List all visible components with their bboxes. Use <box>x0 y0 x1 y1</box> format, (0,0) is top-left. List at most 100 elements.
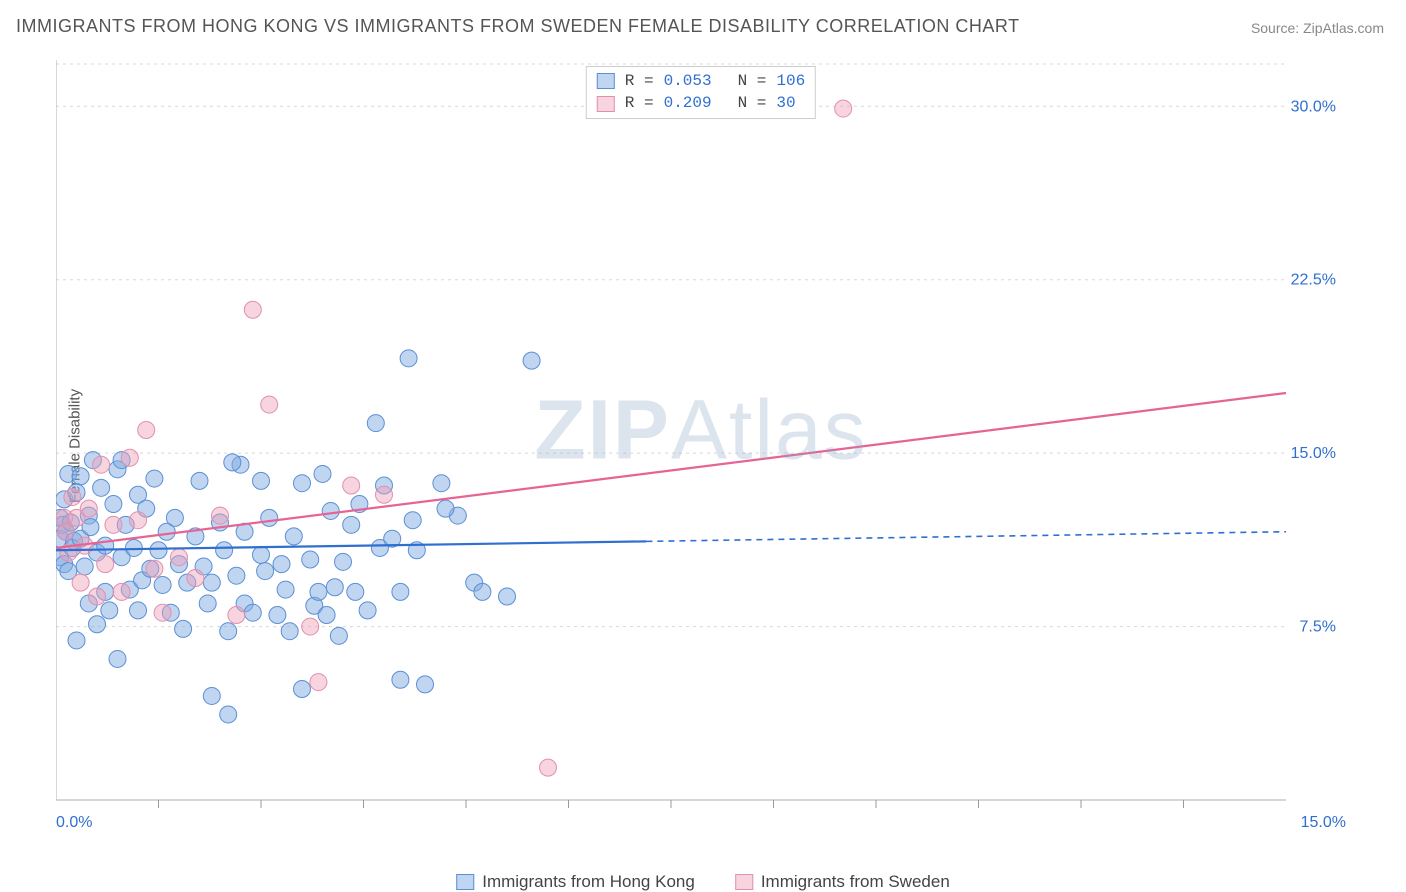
trend-line-solid <box>56 541 646 550</box>
data-point <box>376 486 393 503</box>
data-point <box>150 542 167 559</box>
data-point <box>310 674 327 691</box>
data-point <box>224 454 241 471</box>
data-point <box>392 583 409 600</box>
data-point <box>57 523 74 540</box>
data-point <box>277 581 294 598</box>
data-point <box>93 479 110 496</box>
data-point <box>347 583 364 600</box>
legend-item: Immigrants from Hong Kong <box>456 872 695 892</box>
n-label: N = <box>738 70 767 92</box>
data-point <box>437 500 454 517</box>
data-point <box>93 456 110 473</box>
data-point <box>257 563 274 580</box>
data-point <box>269 607 286 624</box>
svg-text:22.5%: 22.5% <box>1291 272 1336 289</box>
data-point <box>314 465 331 482</box>
data-point <box>203 574 220 591</box>
data-point <box>404 512 421 529</box>
data-point <box>302 551 319 568</box>
source-label: Source: ZipAtlas.com <box>1251 20 1384 36</box>
data-point <box>68 632 85 649</box>
data-point <box>191 472 208 489</box>
data-point <box>228 567 245 584</box>
data-point <box>171 549 188 566</box>
data-point <box>220 623 237 640</box>
data-point <box>166 509 183 526</box>
data-point <box>310 583 327 600</box>
data-point <box>322 502 339 519</box>
data-point <box>72 574 89 591</box>
data-point <box>261 396 278 413</box>
data-point <box>392 671 409 688</box>
chart-area: 7.5%15.0%22.5%30.0% ZIPAtlas R = 0.053 N… <box>56 60 1346 830</box>
legend-label: Immigrants from Hong Kong <box>482 872 695 892</box>
trend-line-dashed <box>646 532 1286 542</box>
data-point <box>97 556 114 573</box>
data-point <box>187 570 204 587</box>
data-point <box>253 472 270 489</box>
r-label: R = <box>625 92 654 114</box>
x-tick-max: 15.0% <box>1301 814 1346 832</box>
data-point <box>318 607 335 624</box>
data-point <box>203 687 220 704</box>
data-point <box>474 583 491 600</box>
data-point <box>105 516 122 533</box>
data-point <box>130 602 147 619</box>
data-point <box>105 496 122 513</box>
data-point <box>326 579 343 596</box>
legend-label: Immigrants from Sweden <box>761 872 950 892</box>
legend-swatch <box>735 874 753 890</box>
data-point <box>523 352 540 369</box>
data-point <box>285 528 302 545</box>
data-point <box>101 602 118 619</box>
data-point <box>76 558 93 575</box>
r-value: 0.209 <box>664 92 712 114</box>
data-point <box>433 475 450 492</box>
data-point <box>113 583 130 600</box>
data-point <box>244 301 261 318</box>
data-point <box>400 350 417 367</box>
data-point <box>253 546 270 563</box>
data-point <box>216 542 233 559</box>
svg-text:15.0%: 15.0% <box>1291 445 1336 462</box>
n-value: 106 <box>776 70 805 92</box>
data-point <box>80 500 97 517</box>
data-point <box>89 588 106 605</box>
data-point <box>109 650 126 667</box>
data-point <box>343 477 360 494</box>
data-point <box>146 560 163 577</box>
legend-stat-row: R = 0.209 N = 30 <box>597 92 805 114</box>
data-point <box>154 576 171 593</box>
data-point <box>212 507 229 524</box>
n-label: N = <box>738 92 767 114</box>
data-point <box>261 509 278 526</box>
svg-text:30.0%: 30.0% <box>1291 98 1336 115</box>
data-point <box>72 468 89 485</box>
data-point <box>220 706 237 723</box>
data-point <box>146 470 163 487</box>
r-label: R = <box>625 70 654 92</box>
data-point <box>89 616 106 633</box>
data-point <box>343 516 360 533</box>
data-point <box>281 623 298 640</box>
legend-stat-row: R = 0.053 N = 106 <box>597 70 805 92</box>
data-point <box>294 475 311 492</box>
data-point <box>417 676 434 693</box>
data-point <box>138 422 155 439</box>
data-point <box>130 512 147 529</box>
scatter-plot: 7.5%15.0%22.5%30.0% <box>56 60 1346 830</box>
data-point <box>175 620 192 637</box>
chart-title: IMMIGRANTS FROM HONG KONG VS IMMIGRANTS … <box>16 16 1020 37</box>
n-value: 30 <box>776 92 795 114</box>
data-point <box>359 602 376 619</box>
data-point <box>244 604 261 621</box>
x-tick-min: 0.0% <box>56 814 92 832</box>
legend-swatch <box>456 874 474 890</box>
data-point <box>367 415 384 432</box>
data-point <box>499 588 516 605</box>
root: IMMIGRANTS FROM HONG KONG VS IMMIGRANTS … <box>0 0 1406 892</box>
data-point <box>64 489 81 506</box>
data-point <box>835 100 852 117</box>
data-point <box>121 449 138 466</box>
